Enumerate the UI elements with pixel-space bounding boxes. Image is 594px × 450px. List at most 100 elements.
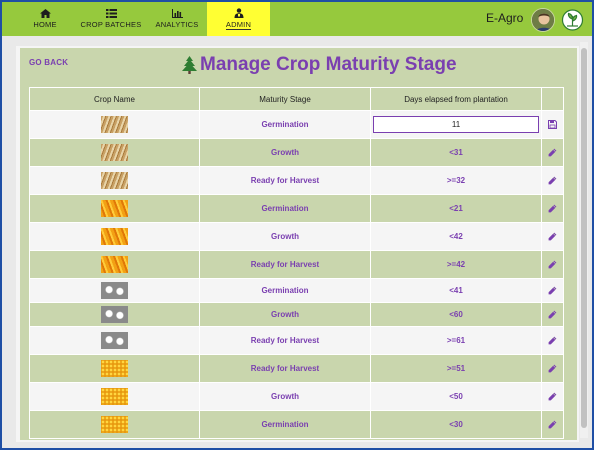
action-cell [541,382,564,411]
edit-pencil-icon[interactable] [546,146,560,160]
table-row: Ready for Harvest >=32 [29,166,564,195]
crop-cell [29,222,200,251]
edit-pencil-icon[interactable] [546,284,560,298]
table-row: Germination <21 [29,194,564,223]
action-cell [541,222,564,251]
action-cell [541,302,564,327]
nav-analytics-label: ANALYTICS [155,20,199,29]
maturity-stage-cell: Germination [199,110,371,139]
maturity-stage-cell: Growth [199,302,371,327]
table-header-row: Crop Name Maturity Stage Days elapsed fr… [29,87,564,111]
table-row: Germination [29,110,564,139]
action-cell [541,138,564,167]
header-days-elapsed: Days elapsed from plantation [370,87,542,111]
table-row: Germination <30 [29,410,564,439]
edit-pencil-icon[interactable] [546,308,560,322]
edit-pencil-icon[interactable] [546,174,560,188]
maturity-stage-cell: Ready for Harvest [199,354,371,383]
maturity-stage-cell: Growth [199,382,371,411]
edit-pencil-icon[interactable] [546,418,560,432]
days-cell: <30 [370,410,542,439]
maturity-stage-cell: Growth [199,222,371,251]
nav-admin-label: ADMIN [225,20,252,30]
nav-crop-batches-label: CROP BATCHES [80,20,142,29]
days-cell: <42 [370,222,542,251]
table-row: Growth <31 [29,138,564,167]
crop-thumbnail-corn [101,256,128,273]
nav-admin[interactable]: ADMIN [207,2,270,36]
crop-thumbnail-cotton [101,282,128,299]
maturity-stage-cell: Growth [199,138,371,167]
edit-pencil-icon[interactable] [546,390,560,404]
action-cell [541,194,564,223]
maturity-stage-cell: Germination [199,194,371,223]
tree-icon [182,56,197,74]
go-back-link[interactable]: GO BACK [29,58,69,67]
action-cell [541,354,564,383]
crop-cell [29,194,200,223]
list-icon [105,9,117,18]
days-cell: <31 [370,138,542,167]
maturity-stage-cell: Ready for Harvest [199,166,371,195]
crop-cell [29,250,200,279]
days-cell: >=61 [370,326,542,355]
admin-icon [234,8,243,18]
days-cell [370,110,542,139]
table-row: Ready for Harvest >=61 [29,326,564,355]
days-input[interactable] [373,116,539,133]
table-row: Ready for Harvest >=51 [29,354,564,383]
avatar[interactable] [531,8,555,32]
save-icon[interactable] [546,118,560,132]
nav-home-label: HOME [33,20,57,29]
edit-pencil-icon[interactable] [546,362,560,376]
crop-cell [29,166,200,195]
edit-pencil-icon[interactable] [546,202,560,216]
days-cell: >=32 [370,166,542,195]
bar-chart-icon [171,9,183,18]
edit-pencil-icon[interactable] [546,258,560,272]
crop-thumbnail-wheat [101,172,128,189]
scrollbar-thumb[interactable] [581,48,587,428]
days-cell: <41 [370,278,542,303]
table-row: Growth <42 [29,222,564,251]
table-row: Germination <41 [29,278,564,303]
nav-home[interactable]: HOME [16,2,74,36]
maturity-panel: GO BACK Manage Crop Maturity Stage C [20,48,577,440]
crop-cell [29,382,200,411]
page-title: Manage Crop Maturity Stage [182,54,457,76]
crop-cell [29,354,200,383]
main-content: GO BACK Manage Crop Maturity Stage C [16,46,579,442]
brand-name: E-Agro [486,11,524,25]
action-cell [541,110,564,139]
header-maturity-stage: Maturity Stage [199,87,371,111]
maturity-stage-cell: Germination [199,410,371,439]
days-cell: >=42 [370,250,542,279]
action-cell [541,278,564,303]
crop-thumbnail-wheat [101,116,128,133]
crop-thumbnail-maize [101,416,128,433]
crop-cell [29,278,200,303]
table-row: Ready for Harvest >=42 [29,250,564,279]
nav-analytics[interactable]: ANALYTICS [149,2,205,36]
action-cell [541,326,564,355]
header-actions [541,87,564,111]
crop-cell [29,410,200,439]
maturity-table: Crop Name Maturity Stage Days elapsed fr… [29,87,564,439]
days-cell: <50 [370,382,542,411]
header-crop-name: Crop Name [29,87,200,111]
crop-thumbnail-cotton [101,306,128,323]
page-title-text: Manage Crop Maturity Stage [200,54,457,75]
table-row: Growth <50 [29,382,564,411]
edit-pencil-icon[interactable] [546,230,560,244]
days-cell: <21 [370,194,542,223]
nav-crop-batches[interactable]: CROP BATCHES [79,2,143,36]
action-cell [541,166,564,195]
edit-pencil-icon[interactable] [546,334,560,348]
action-cell [541,250,564,279]
maturity-stage-cell: Ready for Harvest [199,326,371,355]
table-row: Growth <60 [29,302,564,327]
scrollbar[interactable] [580,42,588,438]
days-cell: <60 [370,302,542,327]
home-icon [39,9,51,18]
